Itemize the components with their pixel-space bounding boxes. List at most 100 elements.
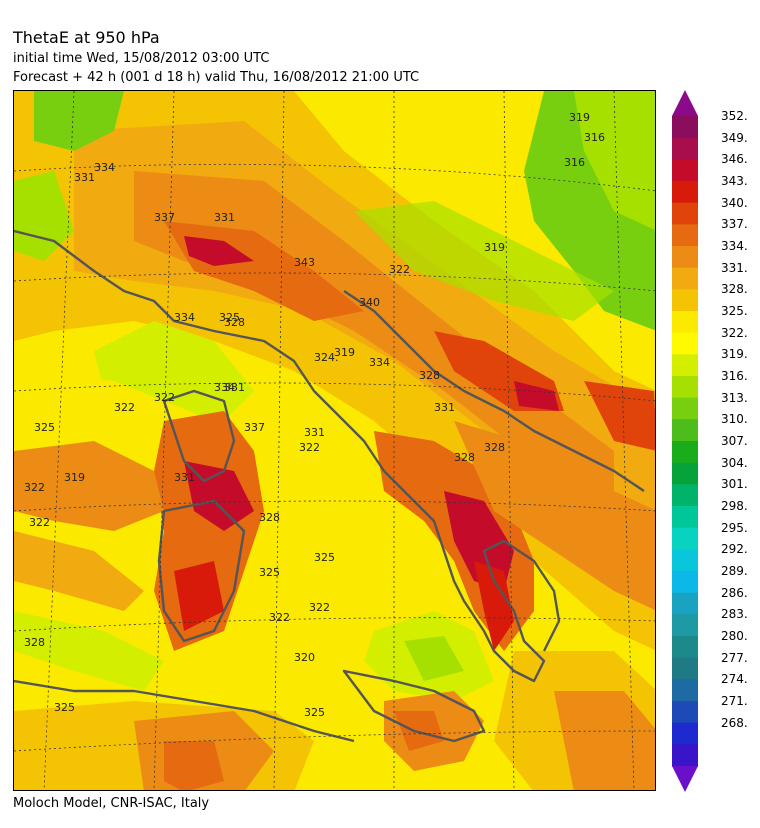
colorbar-swatch <box>672 289 698 312</box>
contour-label: 322 <box>389 263 410 276</box>
contour-label: 322 <box>29 516 50 529</box>
contour-label: 331 <box>434 401 455 414</box>
colorbar-swatch <box>672 484 698 507</box>
colorbar-swatch <box>672 311 698 334</box>
colorbar-tick-label: 286. <box>721 585 748 600</box>
colorbar-tick-label: 316. <box>721 369 748 383</box>
contour-label: 331 <box>214 211 235 224</box>
contour-label: 325 <box>304 706 325 719</box>
contour-label: 328 <box>24 636 45 649</box>
colorbar-tick-label: 295. <box>721 520 748 535</box>
contour-label: 331 <box>174 471 195 484</box>
contour-label: 331 <box>74 171 95 184</box>
contour-label: 343 <box>294 256 315 269</box>
colorbar-tick-label: 349. <box>721 130 748 145</box>
contour-label: 324. <box>314 351 339 364</box>
contour-label: 322 <box>114 401 135 414</box>
colorbar-swatch <box>672 354 698 377</box>
colorbar-tick-label: 325. <box>721 304 748 318</box>
contour-label: 319 <box>484 241 505 254</box>
colorbar-swatch <box>672 549 698 572</box>
colorbar-swatch <box>672 137 698 160</box>
colorbar-swatch <box>672 506 698 529</box>
colorbar-tick-label: 307. <box>721 434 748 448</box>
contour-label: 328 <box>454 451 475 464</box>
colorbar-swatch <box>672 462 698 485</box>
contour-label: 328 <box>224 316 245 329</box>
contour-label: 325 <box>219 311 240 324</box>
colorbar-tick-label: 277. <box>721 650 748 665</box>
colorbar-swatch <box>672 657 698 680</box>
forecast-time-label: Forecast + 42 h (001 d 18 h) valid Thu, … <box>13 70 420 85</box>
contour-label: 320 <box>294 651 315 664</box>
contour-label: 328 <box>484 441 505 454</box>
colorbar-tick-label: 271. <box>721 694 748 708</box>
initial-time-label: initial time Wed, 15/08/2012 03:00 UTC <box>13 51 270 66</box>
contour-label: 334 <box>369 356 390 369</box>
colorbar-tick-label: 334. <box>721 239 748 253</box>
colorbar-swatch <box>672 592 698 615</box>
colorbar-tick-label: 346. <box>721 152 748 167</box>
colorbar-tick-label: 289. <box>721 564 748 578</box>
contour-label: 325 <box>314 551 335 564</box>
colorbar-swatch <box>672 332 698 355</box>
colorbar-swatch <box>672 744 698 767</box>
colorbar-swatch <box>672 419 698 442</box>
contour-label: 319 <box>569 111 590 124</box>
colorbar-swatch <box>672 397 698 420</box>
colorbar-tick-label: 328. <box>721 282 748 297</box>
colorbar-tick-label: 322. <box>721 325 748 340</box>
colorbar-swatch <box>672 376 698 399</box>
colorbar-tick-label: 310. <box>721 412 748 427</box>
contour-label: 322 <box>299 441 320 454</box>
colorbar-tick-label: 298. <box>721 499 748 513</box>
contour-label: 319 <box>64 471 85 484</box>
contour-label: 322 <box>24 481 45 494</box>
colorbar-tick-label: 280. <box>721 629 748 643</box>
contour-label: 319 <box>334 346 355 359</box>
contour-label: 331 <box>224 381 245 394</box>
colorbar-swatch <box>672 224 698 247</box>
colorbar-swatch <box>672 181 698 204</box>
colorbar-bottom-arrow <box>672 766 698 792</box>
contour-label: 325 <box>54 701 75 714</box>
colorbar-swatch <box>672 441 698 464</box>
colorbar-top-arrow <box>672 90 698 116</box>
colorbar-tick-label: 331. <box>721 260 748 275</box>
colorbar-tick-label: 268. <box>721 715 748 730</box>
colorbar-tick-label: 283. <box>721 607 748 622</box>
contour-label: 328 <box>419 369 440 382</box>
colorbar-swatch <box>672 527 698 550</box>
colorbar-tick-label: 274. <box>721 672 748 687</box>
colorbar-swatch <box>672 722 698 745</box>
colorbar-swatch <box>672 202 698 225</box>
colorbar-swatch <box>672 701 698 724</box>
colorbar-swatch <box>672 679 698 702</box>
colorbar-tick-label: 313. <box>721 390 748 405</box>
contour-label: 316 <box>584 131 605 144</box>
contour-label: 322 <box>309 601 330 614</box>
contour-label: 334 <box>94 161 115 174</box>
contour-label: 322 <box>154 391 175 404</box>
thetae-map: 334 331 337 331 343 340 334 328 319 324. 319 316 316… <box>13 90 656 791</box>
colorbar-tick-label: 304. <box>721 455 748 470</box>
contour-label: 325 <box>34 421 55 434</box>
contour-label: 316 <box>564 156 585 169</box>
page-title: ThetaE at 950 hPa <box>13 28 160 47</box>
contour-label: 337 <box>244 421 265 434</box>
colorbar-swatch <box>672 116 698 139</box>
colorbar-swatch <box>672 159 698 182</box>
model-credit: Moloch Model, CNR-ISAC, Italy <box>13 796 210 811</box>
colorbar <box>672 90 698 792</box>
contour-label: 337 <box>154 211 175 224</box>
contour-label: 328 <box>259 511 280 524</box>
colorbar-tick-label: 319. <box>721 347 748 362</box>
colorbar-swatch <box>672 571 698 594</box>
colorbar-swatch <box>672 246 698 269</box>
thetae-field <box>14 91 655 790</box>
colorbar-swatch <box>672 614 698 637</box>
colorbar-tick-label: 343. <box>721 174 748 188</box>
colorbar-swatch <box>672 267 698 290</box>
contour-label: 334 <box>174 311 195 324</box>
colorbar-tick-label: 292. <box>721 542 748 557</box>
